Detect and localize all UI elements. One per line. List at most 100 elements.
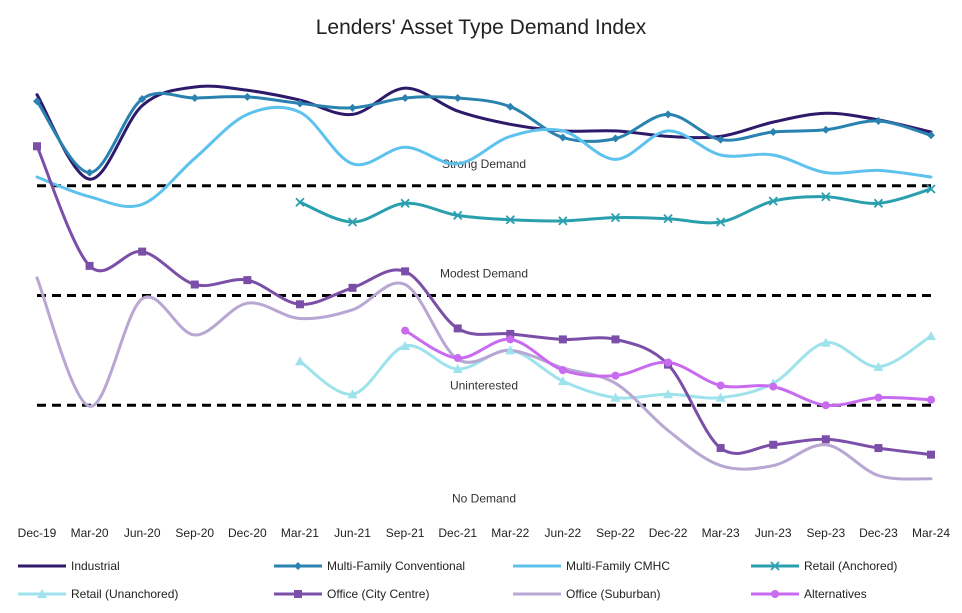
data-point-retail-unanchored [715, 392, 726, 402]
data-point-multi-family-conventional [611, 134, 620, 143]
data-point-retail-unanchored [505, 345, 516, 355]
x-tick-label: Mar-24 [912, 526, 950, 540]
data-point-alternatives [821, 401, 830, 410]
data-point-alternatives [664, 358, 673, 367]
legend-label: Alternatives [804, 587, 867, 601]
x-tick-label: Mar-22 [491, 526, 529, 540]
data-point-retail-unanchored [294, 356, 305, 366]
series-line-industrial [35, 84, 933, 181]
data-point-office-city-centre [401, 267, 410, 276]
x-tick-label: Mar-23 [702, 526, 740, 540]
data-point-retail-anchored [400, 198, 410, 208]
data-point-retail-anchored [768, 196, 778, 206]
data-point-alternatives [506, 335, 515, 344]
data-point-multi-family-conventional [769, 127, 778, 136]
data-point-retail-anchored [716, 217, 726, 227]
legend-label: Office (Suburban) [566, 587, 661, 601]
legend-item-alternatives: Alternatives [751, 587, 867, 601]
data-point-retail-anchored [295, 197, 305, 207]
data-point-retail-unanchored [557, 376, 568, 386]
data-point-office-city-centre [348, 283, 357, 292]
data-point-multi-family-conventional [85, 168, 94, 177]
data-point-office-city-centre [295, 300, 304, 309]
data-point-alternatives [874, 393, 883, 402]
legend-item-retail-unanchored: Retail (Unanchored) [18, 587, 178, 601]
zone-label: No Demand [452, 492, 516, 506]
data-point-retail-unanchored [400, 340, 411, 350]
legend-label: Retail (Anchored) [804, 559, 897, 573]
data-point-retail-unanchored [452, 364, 463, 374]
x-tick-label: Sep-23 [806, 526, 845, 540]
series-markers [33, 92, 936, 459]
x-tick-label: Mar-20 [71, 526, 109, 540]
x-tick-label: Dec-19 [18, 526, 57, 540]
legend-label: Multi-Family Conventional [327, 559, 465, 573]
data-point-multi-family-conventional [190, 93, 199, 102]
data-point-office-city-centre [190, 280, 199, 289]
data-point-alternatives [558, 366, 567, 375]
data-point-multi-family-conventional [664, 110, 673, 119]
x-tick-label: Mar-21 [281, 526, 319, 540]
legend-label: Retail (Unanchored) [71, 587, 178, 601]
data-point-retail-anchored [610, 212, 621, 223]
data-point-multi-family-conventional [295, 99, 304, 108]
data-point-office-city-centre [33, 142, 41, 151]
x-tick-label: Dec-21 [438, 526, 477, 540]
data-point-multi-family-conventional [821, 125, 830, 134]
series-line-multi-family-cmhc [35, 105, 933, 209]
legend: Industrial Multi-Family Conventional Multi… [18, 559, 897, 601]
data-point-retail-anchored [663, 214, 673, 224]
data-point-retail-anchored [873, 198, 884, 208]
legend-marker [294, 590, 302, 598]
data-point-retail-unanchored [610, 392, 621, 402]
data-point-office-city-centre [716, 444, 725, 453]
data-point-retail-unanchored [820, 337, 831, 347]
zone-label: Strong Demand [442, 157, 526, 171]
data-point-multi-family-conventional [243, 92, 252, 101]
data-point-office-city-centre [243, 276, 252, 285]
zone-label: Uninterested [450, 378, 518, 392]
data-point-multi-family-conventional [33, 97, 41, 106]
data-point-multi-family-conventional [558, 133, 567, 142]
x-tick-label: Dec-22 [649, 526, 688, 540]
x-axis-tick-labels: Dec-19 Mar-20 Jun-20 Sep-20 Dec-20 Mar-21 Jun-… [18, 526, 951, 540]
data-point-retail-anchored [505, 215, 515, 225]
data-point-office-city-centre [85, 261, 94, 270]
data-point-office-city-centre [558, 335, 567, 344]
data-point-office-city-centre [769, 440, 778, 449]
data-point-office-city-centre [874, 444, 883, 453]
data-point-multi-family-conventional [348, 103, 357, 112]
x-tick-label: Jun-20 [124, 526, 161, 540]
data-point-retail-anchored [453, 210, 463, 221]
data-point-alternatives [927, 395, 935, 404]
data-point-alternatives [401, 326, 410, 335]
x-tick-label: Sep-22 [596, 526, 635, 540]
legend-marker [771, 590, 779, 598]
x-tick-label: Dec-20 [228, 526, 267, 540]
legend-item-office-suburban: Office (Suburban) [513, 587, 661, 601]
legend-item-multi-family-cmhc: Multi-Family CMHC [513, 559, 670, 573]
x-tick-label: Jun-22 [545, 526, 582, 540]
zone-label: Modest Demand [440, 267, 528, 281]
data-point-retail-unanchored [663, 389, 674, 399]
legend-item-retail-anchored: Retail (Anchored) [751, 559, 897, 573]
data-point-retail-unanchored [873, 361, 884, 371]
legend-marker [770, 561, 780, 571]
data-point-alternatives [611, 371, 620, 380]
series-line-retail-unanchored [298, 334, 933, 400]
data-point-retail-anchored [558, 216, 568, 226]
data-point-office-city-centre [506, 329, 515, 338]
data-point-retail-unanchored [347, 389, 358, 399]
series-line-office-city-centre [35, 144, 933, 457]
data-point-multi-family-conventional [401, 93, 410, 102]
x-tick-label: Sep-20 [175, 526, 214, 540]
data-point-retail-anchored [821, 192, 831, 202]
legend-label: Multi-Family CMHC [566, 559, 670, 573]
x-tick-label: Sep-21 [386, 526, 425, 540]
x-tick-label: Jun-23 [755, 526, 792, 540]
legend-item-multi-family-conventional: Multi-Family Conventional [274, 559, 465, 573]
legend-item-office-city-centre: Office (City Centre) [274, 587, 429, 601]
data-point-retail-anchored [926, 184, 936, 194]
data-point-multi-family-conventional [453, 93, 462, 102]
